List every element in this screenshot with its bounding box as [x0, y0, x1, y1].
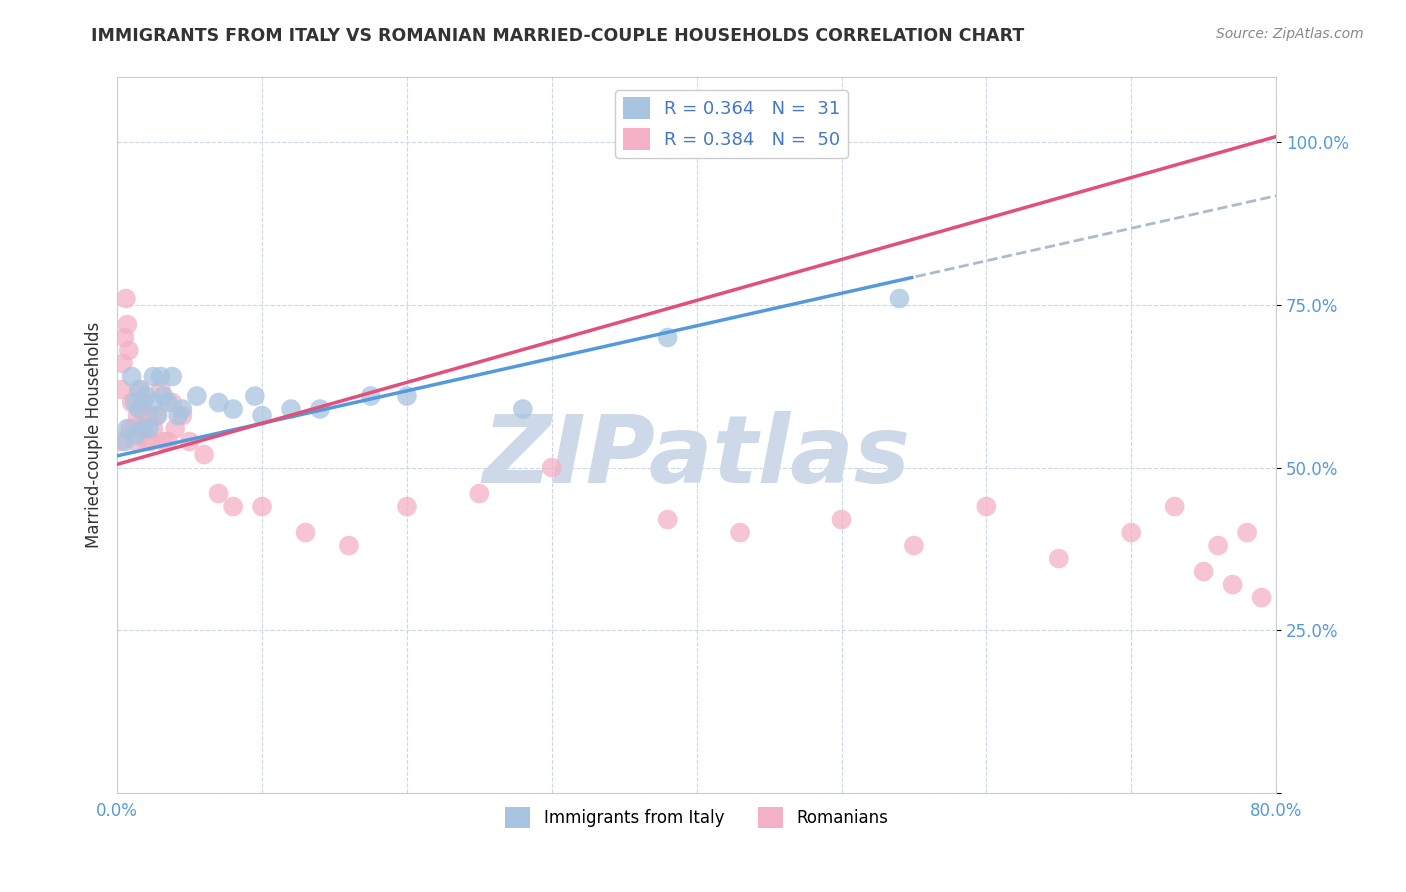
- Point: [207, 395, 229, 409]
- Point: [831, 512, 853, 526]
- Point: [186, 389, 208, 403]
- Point: [128, 402, 150, 417]
- Point: [1222, 577, 1244, 591]
- Point: [1163, 500, 1185, 514]
- Point: [110, 383, 132, 397]
- Point: [395, 500, 418, 514]
- Point: [250, 409, 273, 423]
- Text: IMMIGRANTS FROM ITALY VS ROMANIAN MARRIED-COUPLE HOUSEHOLDS CORRELATION CHART: IMMIGRANTS FROM ITALY VS ROMANIAN MARRIE…: [91, 27, 1025, 45]
- Point: [156, 395, 179, 409]
- Point: [152, 389, 174, 403]
- Point: [138, 409, 160, 423]
- Point: [337, 539, 360, 553]
- Point: [145, 409, 167, 423]
- Point: [114, 330, 136, 344]
- Point: [179, 434, 201, 449]
- Point: [1206, 539, 1229, 553]
- Point: [118, 343, 141, 358]
- Point: [280, 402, 302, 417]
- Point: [172, 409, 194, 423]
- Legend: Immigrants from Italy, Romanians: Immigrants from Italy, Romanians: [499, 801, 894, 834]
- Point: [728, 525, 751, 540]
- Point: [468, 486, 491, 500]
- Point: [114, 434, 136, 449]
- Point: [121, 395, 143, 409]
- Point: [142, 395, 165, 409]
- Point: [117, 421, 139, 435]
- Text: ZIPatlas: ZIPatlas: [482, 410, 911, 502]
- Point: [127, 409, 149, 423]
- Point: [134, 409, 156, 423]
- Point: [142, 369, 165, 384]
- Point: [1047, 551, 1070, 566]
- Point: [121, 369, 143, 384]
- Point: [125, 434, 148, 449]
- Point: [165, 421, 187, 435]
- Point: [142, 421, 165, 435]
- Point: [309, 402, 332, 417]
- Point: [512, 402, 534, 417]
- Text: Source: ZipAtlas.com: Source: ZipAtlas.com: [1216, 27, 1364, 41]
- Point: [903, 539, 925, 553]
- Point: [135, 434, 157, 449]
- Point: [1250, 591, 1272, 605]
- Point: [117, 318, 139, 332]
- Point: [149, 383, 172, 397]
- Point: [657, 330, 679, 344]
- Point: [149, 369, 172, 384]
- Point: [124, 421, 146, 435]
- Point: [1192, 565, 1215, 579]
- Point: [138, 421, 160, 435]
- Point: [125, 428, 148, 442]
- Point: [1121, 525, 1143, 540]
- Point: [111, 357, 134, 371]
- Point: [132, 421, 155, 435]
- Point: [395, 389, 418, 403]
- Point: [115, 292, 138, 306]
- Point: [222, 500, 245, 514]
- Point: [139, 434, 162, 449]
- Point: [172, 402, 194, 417]
- Point: [156, 434, 179, 449]
- Point: [128, 383, 150, 397]
- Point: [657, 512, 679, 526]
- Point: [250, 500, 273, 514]
- Point: [540, 460, 562, 475]
- Point: [124, 395, 146, 409]
- Point: [294, 525, 316, 540]
- Point: [108, 434, 131, 449]
- Point: [360, 389, 382, 403]
- Point: [167, 409, 190, 423]
- Point: [120, 421, 142, 435]
- Point: [146, 409, 169, 423]
- Point: [162, 395, 184, 409]
- Y-axis label: Married-couple Households: Married-couple Households: [86, 322, 103, 549]
- Point: [132, 395, 155, 409]
- Point: [976, 500, 998, 514]
- Point: [162, 369, 184, 384]
- Point: [1236, 525, 1258, 540]
- Point: [207, 486, 229, 500]
- Point: [128, 421, 150, 435]
- Point: [135, 389, 157, 403]
- Point: [222, 402, 245, 417]
- Point: [152, 434, 174, 449]
- Point: [889, 292, 911, 306]
- Point: [243, 389, 266, 403]
- Point: [193, 448, 215, 462]
- Point: [129, 383, 152, 397]
